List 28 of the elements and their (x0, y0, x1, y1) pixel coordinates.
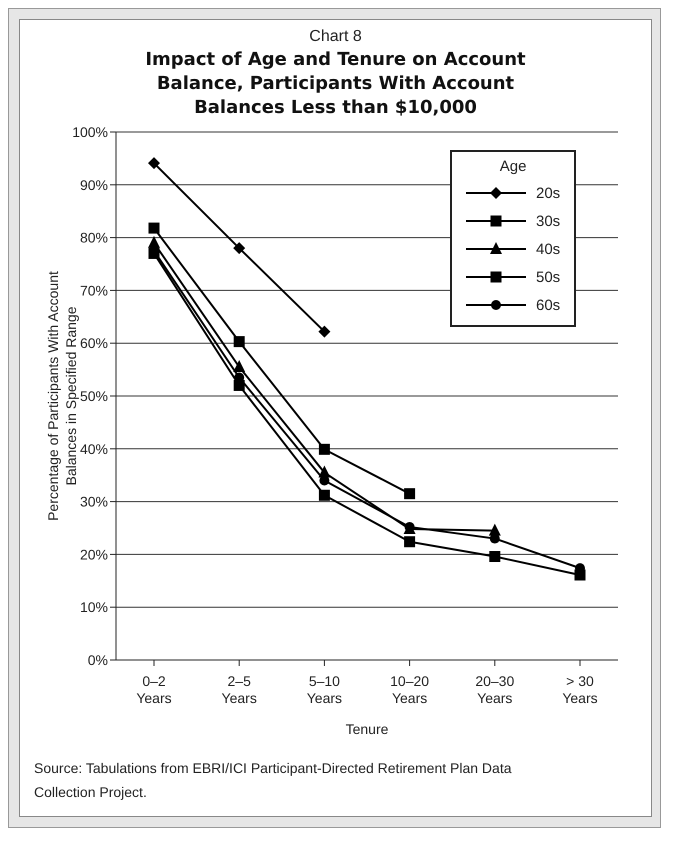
legend-label: 40s (536, 240, 560, 258)
legend-label: 20s (536, 184, 560, 202)
legend-label: 50s (536, 268, 560, 286)
y-tick-label: 40% (80, 440, 108, 457)
x-tick-label: 20–30 Years (475, 673, 514, 706)
y-tick-label: 80% (80, 230, 108, 246)
y-axis-title: Percentage of Participants With Account Balances in Specified Range (45, 270, 79, 521)
x-tick-label: > 30 Years (562, 673, 598, 706)
chart-subtitle: Chart 8 (308, 27, 363, 46)
y-tick-label: 30% (80, 494, 108, 510)
legend-label: 60s (536, 296, 560, 314)
y-tick-label: 90% (80, 176, 108, 193)
y-tick-label: 10% (80, 599, 108, 616)
source-note: Source: Tabulations from EBRI/ICI Participant-Directed Retirement Plan Data Collection Project. (34, 759, 513, 802)
x-tick-label: 5–10 Years (306, 673, 342, 706)
y-tick-label: 50% (80, 388, 108, 404)
chart-title: Impact of Age and Tenure on Account Balance, Participants With Account Balances Less than $10,000 (144, 48, 527, 120)
y-tick-label: 0% (88, 652, 108, 668)
x-tick-label: 10–20 Years (390, 673, 430, 706)
y-tick-label: 20% (80, 546, 108, 562)
x-tick-label: 2–5 Years (222, 673, 257, 706)
x-axis-title: Tenure (346, 721, 389, 737)
legend-label: 30s (536, 212, 560, 230)
y-tick-label: 70% (80, 282, 108, 298)
y-tick-label: 100% (72, 124, 108, 140)
y-tick-label: 60% (80, 335, 108, 352)
legend-title: Age (498, 158, 528, 175)
x-tick-label: 0–2 Years (136, 673, 172, 706)
